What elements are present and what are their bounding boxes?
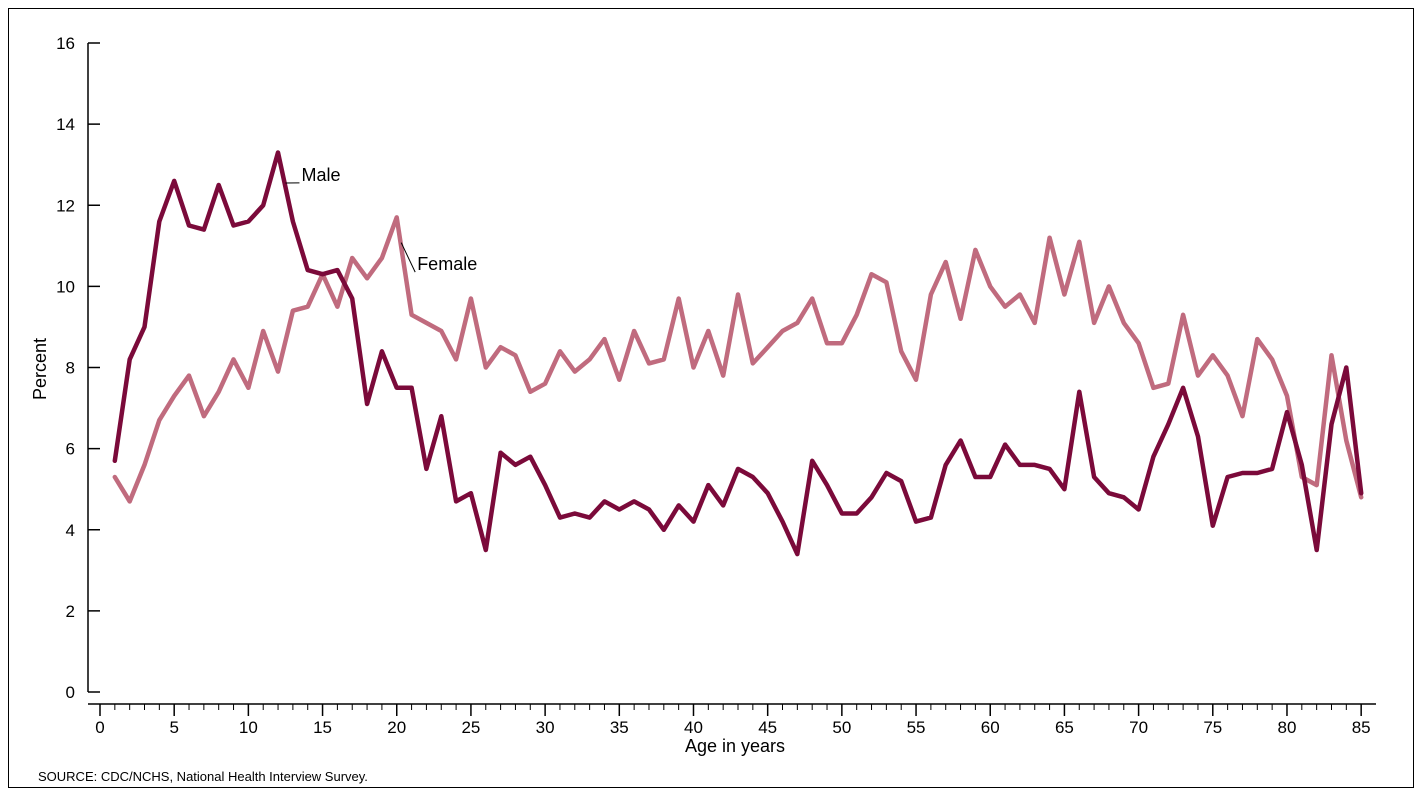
x-tick-label: 20 bbox=[387, 718, 406, 737]
x-tick-label: 70 bbox=[1129, 718, 1148, 737]
y-tick-label: 6 bbox=[66, 440, 75, 459]
y-axis-title: Percent bbox=[30, 338, 50, 400]
y-tick-label: 10 bbox=[56, 277, 75, 296]
y-tick-label: 14 bbox=[56, 115, 75, 134]
x-tick-label: 25 bbox=[461, 718, 480, 737]
x-tick-label: 5 bbox=[169, 718, 178, 737]
y-tick-label: 12 bbox=[56, 196, 75, 215]
x-tick-label: 85 bbox=[1352, 718, 1371, 737]
y-tick-label: 16 bbox=[56, 34, 75, 53]
x-tick-label: 50 bbox=[832, 718, 851, 737]
label-leader-female bbox=[400, 242, 416, 273]
x-tick-label: 60 bbox=[981, 718, 1000, 737]
x-tick-label: 75 bbox=[1203, 718, 1222, 737]
axes: 0 2 4 6 8 10 12 14 16 0 5 10 15 20 25 30 35 40 45 50 55 60 65 7… bbox=[56, 34, 1376, 737]
x-tick-label: 35 bbox=[610, 718, 629, 737]
x-tick-label: 80 bbox=[1278, 718, 1297, 737]
series-label-male: Male bbox=[301, 165, 340, 185]
x-tick-label: 15 bbox=[313, 718, 332, 737]
y-tick-label: 0 bbox=[66, 683, 75, 702]
series-labels: Male Female bbox=[285, 165, 477, 274]
x-tick-label: 30 bbox=[536, 718, 555, 737]
y-tick-label: 8 bbox=[66, 359, 75, 378]
x-axis-title: Age in years bbox=[685, 736, 785, 756]
x-tick-label: 55 bbox=[907, 718, 926, 737]
source-note: SOURCE: CDC/NCHS, National Health Interv… bbox=[38, 769, 368, 784]
x-tick-label: 0 bbox=[95, 718, 104, 737]
series-lines bbox=[112, 150, 1364, 557]
series-label-female: Female bbox=[417, 254, 477, 274]
x-tick-label: 10 bbox=[239, 718, 258, 737]
series-line-male bbox=[112, 150, 1364, 557]
y-tick-label: 2 bbox=[66, 602, 75, 621]
y-tick-label: 4 bbox=[66, 521, 75, 540]
x-tick-label: 65 bbox=[1055, 718, 1074, 737]
x-tick-label: 45 bbox=[758, 718, 777, 737]
series-line-female bbox=[112, 215, 1364, 504]
x-tick-label: 40 bbox=[684, 718, 703, 737]
